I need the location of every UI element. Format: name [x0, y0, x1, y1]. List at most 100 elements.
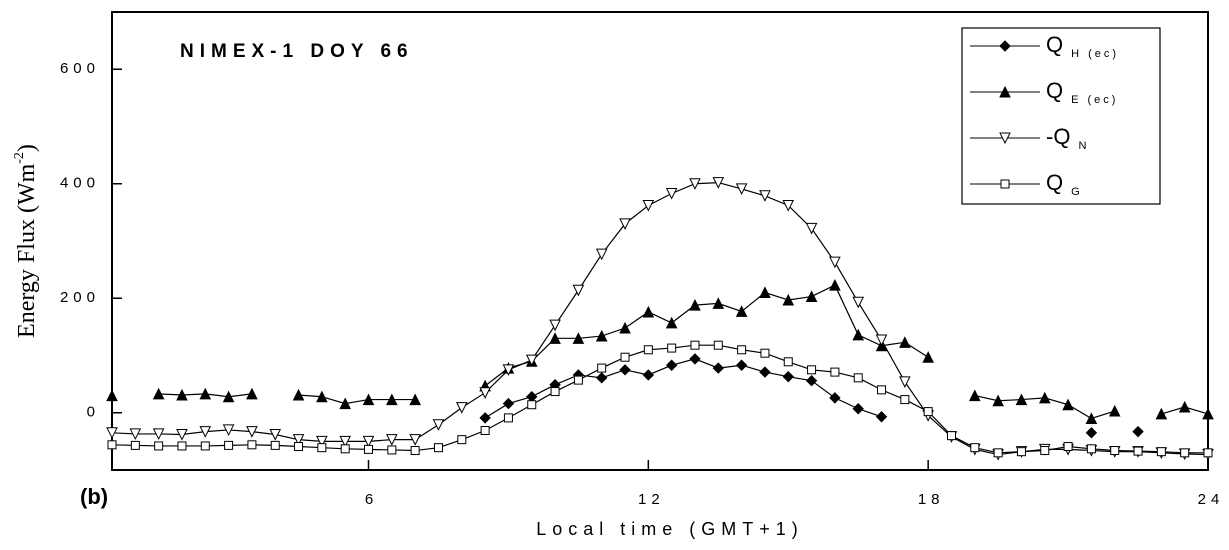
marker	[759, 190, 771, 202]
marker	[1108, 404, 1121, 417]
marker	[712, 362, 725, 374]
marker	[130, 440, 140, 450]
legend-label: Q E (ec)	[1046, 78, 1118, 106]
marker	[294, 442, 304, 452]
marker	[432, 419, 445, 431]
legend-label: -Q N	[1046, 124, 1089, 152]
marker	[1085, 412, 1098, 424]
marker	[246, 426, 258, 438]
marker	[1040, 446, 1050, 456]
legend-box	[961, 27, 1161, 205]
y-axis-label-main: Energy Flux (Wm	[14, 163, 40, 338]
marker	[1178, 400, 1191, 413]
marker	[782, 200, 795, 212]
marker	[362, 393, 375, 406]
legend-subscript: E (ec)	[1071, 94, 1118, 106]
marker	[270, 440, 280, 450]
marker	[455, 402, 468, 414]
marker	[760, 348, 770, 358]
marker	[106, 427, 118, 439]
x-tick-label: 12	[638, 491, 665, 508]
marker	[619, 218, 631, 230]
marker	[713, 340, 723, 350]
marker	[152, 428, 165, 441]
y-tick-label: 400	[60, 175, 100, 192]
marker	[852, 328, 865, 341]
marker	[1062, 398, 1074, 411]
marker	[1110, 446, 1120, 456]
marker	[1132, 425, 1144, 438]
legend-marker	[999, 85, 1011, 98]
marker	[923, 407, 933, 417]
marker	[503, 413, 513, 423]
legend-marker	[1000, 179, 1010, 189]
marker	[479, 387, 491, 399]
marker	[805, 290, 818, 303]
legend-subscript: N	[1078, 140, 1089, 152]
marker	[224, 440, 234, 450]
marker	[1063, 442, 1073, 452]
marker	[782, 370, 794, 383]
marker	[782, 293, 795, 306]
marker	[549, 319, 561, 332]
marker	[597, 363, 607, 373]
marker	[737, 345, 747, 355]
marker	[829, 256, 841, 269]
marker	[852, 403, 864, 415]
marker	[899, 376, 911, 388]
marker	[176, 388, 188, 401]
panel-label: (b)	[80, 484, 108, 509]
legend-marker	[999, 132, 1011, 145]
marker	[759, 366, 771, 378]
marker	[200, 441, 210, 451]
marker	[573, 375, 583, 385]
x-tick-label: 6	[365, 491, 378, 508]
marker	[1133, 446, 1143, 456]
marker	[1038, 391, 1051, 404]
marker	[970, 443, 980, 453]
marker	[665, 187, 678, 200]
marker	[409, 393, 421, 406]
marker	[783, 357, 793, 367]
marker	[433, 443, 443, 453]
marker	[340, 444, 350, 454]
marker	[853, 373, 863, 383]
marker	[619, 321, 631, 334]
marker	[292, 388, 305, 401]
y-tick-label: 200	[60, 289, 100, 306]
legend-subscript: H (ec)	[1071, 48, 1119, 60]
marker	[526, 391, 538, 403]
marker	[968, 389, 981, 402]
marker	[152, 387, 165, 400]
marker	[199, 387, 212, 400]
marker	[292, 434, 305, 446]
chart-title: NIMEX-1 DOY 66	[180, 41, 414, 62]
marker	[1015, 393, 1028, 406]
marker	[549, 332, 561, 344]
marker	[665, 359, 678, 371]
marker	[316, 390, 328, 403]
y-tick-label: 0	[87, 404, 100, 421]
marker	[807, 365, 817, 375]
marker	[1085, 427, 1098, 439]
marker	[735, 305, 748, 317]
marker	[317, 443, 327, 453]
marker	[922, 351, 934, 363]
x-tick-label: 18	[918, 491, 945, 508]
marker	[829, 278, 841, 291]
marker	[642, 369, 655, 381]
marker	[712, 177, 725, 189]
y-tick-label: 600	[60, 60, 100, 77]
marker	[525, 354, 538, 367]
legend-marker	[999, 40, 1011, 52]
marker	[502, 397, 515, 410]
marker	[1156, 447, 1166, 457]
marker	[247, 440, 257, 450]
marker	[805, 374, 818, 387]
legend-name: Q	[1046, 78, 1063, 103]
marker	[1016, 447, 1026, 457]
x-axis-label: Local time (GMT+1)	[536, 519, 804, 539]
